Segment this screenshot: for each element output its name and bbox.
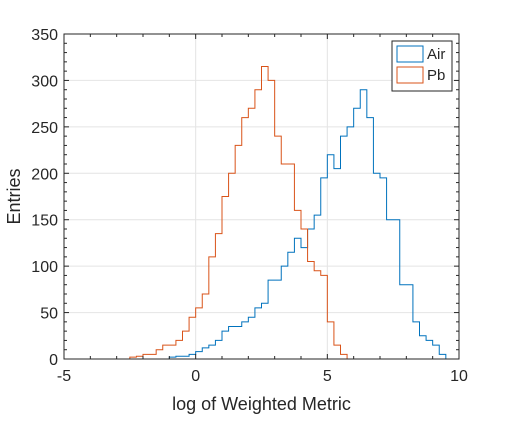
x-tick-label: -5 [57,368,71,385]
y-tick-label: 50 [40,306,58,323]
y-tick-label: 150 [31,213,58,230]
legend-label-pb: Pb [427,67,445,84]
y-tick-label: 350 [31,27,58,44]
grid-lines [64,34,459,359]
y-tick-labels: 0 50 100 150 200 250 300 350 [31,27,58,369]
y-tick-label: 200 [31,166,58,183]
y-tick-label: 300 [31,73,58,90]
y-tick-label: 0 [49,352,58,369]
legend-swatch-air [396,45,424,63]
y-axis-label: Entries [4,168,24,224]
x-tick-label: 5 [323,368,332,385]
legend-label-air: Air [427,46,445,63]
x-tick-label: 0 [191,368,200,385]
legend-swatch-pb [396,66,424,84]
y-tick-label: 250 [31,120,58,137]
x-axis-label: log of Weighted Metric [172,394,351,414]
plot-area-frame [63,33,460,360]
legend: Air Pb [391,40,453,92]
x-tick-labels: -5 0 5 10 [57,368,468,385]
x-tick-label: 10 [450,368,468,385]
axis-ticks [63,33,460,360]
y-tick-label: 100 [31,259,58,276]
series-air-histogram [129,89,453,360]
